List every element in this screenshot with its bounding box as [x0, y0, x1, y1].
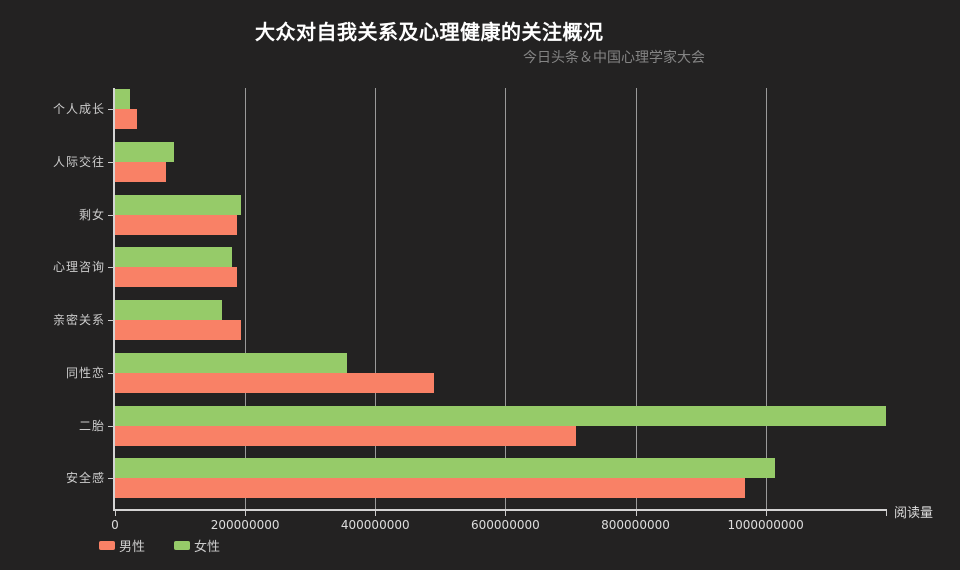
gridline — [765, 88, 767, 510]
legend-swatch-female-icon — [174, 541, 191, 550]
legend-item-female[interactable]: 女性 — [174, 536, 220, 555]
legend-label-female: 女性 — [194, 540, 221, 555]
x-axis-tick-label: 800000000 — [601, 518, 670, 532]
bar-male-4[interactable] — [115, 320, 241, 340]
bar-male-2[interactable] — [115, 214, 237, 235]
y-axis-line — [113, 88, 115, 511]
x-axis-tick-label: 400000000 — [340, 518, 410, 532]
bar-female-1[interactable] — [115, 141, 174, 162]
y-axis-label: 剩女 — [78, 207, 105, 222]
gridline — [245, 88, 247, 510]
y-axis-tick — [108, 109, 114, 110]
y-axis-label: 亲密关系 — [52, 313, 105, 327]
y-axis-label: 二胎 — [78, 418, 105, 433]
bar-male-7[interactable] — [115, 478, 746, 499]
bar-female-0[interactable] — [115, 89, 130, 109]
bar-female-4[interactable] — [115, 300, 223, 320]
y-axis-tick — [108, 267, 114, 269]
chart-title: 大众对自我关系及心理健康的关注概况 — [255, 20, 604, 44]
x-axis-tick — [375, 511, 377, 516]
gridline — [635, 88, 637, 510]
y-axis-label: 心理咨询 — [52, 260, 105, 275]
y-axis-tick — [108, 425, 114, 427]
x-axis-name: 阅读量 — [894, 506, 934, 521]
x-axis-tick-label: 600000000 — [471, 518, 540, 532]
x-axis-tick-label: 1000000000 — [727, 518, 804, 532]
y-axis-tick — [108, 161, 114, 163]
y-axis-tick — [108, 320, 114, 321]
y-axis-tick — [108, 478, 114, 480]
y-axis-tick — [108, 372, 114, 374]
x-axis-tick-label: 200000000 — [210, 518, 280, 532]
legend-item-male[interactable]: 男性 — [99, 536, 145, 555]
y-axis-label: 人际交往 — [52, 154, 105, 169]
y-axis-label: 安全感 — [65, 471, 105, 486]
gridline — [505, 88, 507, 510]
plot-area — [115, 88, 886, 510]
legend-swatch-male-icon — [99, 541, 115, 550]
x-axis-tick — [245, 511, 247, 516]
x-axis-end-tick — [886, 511, 887, 516]
bar-male-5[interactable] — [115, 372, 434, 393]
bar-male-3[interactable] — [115, 267, 238, 288]
bar-female-7[interactable] — [115, 458, 775, 479]
bar-male-6[interactable] — [115, 425, 577, 446]
x-axis-line — [113, 509, 887, 511]
x-axis-tick-label: 0 — [111, 518, 119, 532]
gridline — [375, 88, 377, 510]
chart-subtitle: 今日头条＆中国心理学家大会 — [523, 50, 705, 66]
x-axis-tick — [115, 511, 116, 516]
x-axis-tick — [505, 511, 507, 516]
bar-male-0[interactable] — [115, 109, 138, 129]
bar-female-2[interactable] — [115, 194, 241, 215]
y-axis-tick — [108, 214, 114, 216]
x-axis-tick — [765, 511, 767, 516]
x-axis-tick — [635, 511, 637, 516]
bar-female-6[interactable] — [115, 405, 886, 426]
bar-female-5[interactable] — [115, 352, 348, 373]
legend: 男性 女性 — [99, 536, 220, 555]
y-axis-label: 个人成长 — [52, 102, 105, 116]
legend-label-male: 男性 — [119, 540, 146, 555]
bar-male-1[interactable] — [115, 161, 166, 182]
bar-female-3[interactable] — [115, 247, 233, 268]
y-axis-label: 同性恋 — [65, 365, 105, 380]
